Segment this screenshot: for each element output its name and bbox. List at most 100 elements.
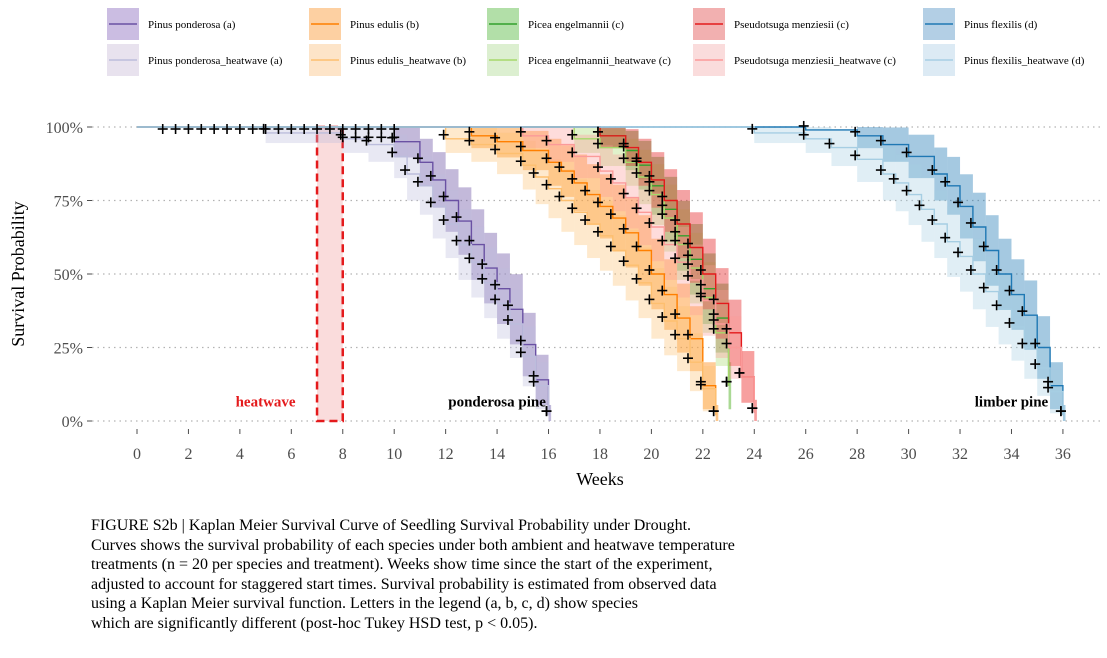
censor-mark — [657, 312, 668, 323]
censor-mark — [682, 250, 693, 261]
censor-mark — [541, 179, 552, 190]
censor-mark — [657, 200, 668, 211]
censor-mark — [682, 238, 693, 249]
censor-mark — [670, 226, 681, 237]
censor-mark — [695, 379, 706, 390]
annotation-label: limber pine — [975, 394, 1049, 410]
censor-mark — [631, 153, 642, 164]
censor-mark — [464, 253, 475, 264]
censor-mark — [490, 279, 501, 290]
x-tick-label: 10 — [386, 446, 402, 463]
censor-mark — [438, 191, 449, 202]
band-segment — [471, 127, 498, 149]
band-segment — [715, 404, 719, 421]
x-tick-label: 32 — [952, 446, 968, 463]
censor-mark — [515, 141, 526, 152]
x-tick-label: 14 — [489, 446, 505, 463]
censor-mark — [618, 153, 629, 164]
censor-mark — [798, 120, 809, 131]
band-segment — [754, 399, 757, 421]
censor-mark — [541, 153, 552, 164]
censor-marks — [157, 120, 1066, 417]
censor-mark — [991, 300, 1002, 311]
annotation-label: ponderosa pine — [448, 394, 546, 410]
censor-mark — [991, 265, 1002, 275]
censor-mark — [363, 132, 374, 143]
censor-mark — [1004, 285, 1015, 296]
caption-line: adjusted to account for staggered start … — [91, 575, 717, 593]
censor-mark — [734, 367, 745, 378]
survival-chart: Pinus ponderosa (a) Pinus edulis (b) Picea… — [8, 8, 1100, 489]
x-tick-label: 24 — [746, 446, 762, 463]
censor-mark — [464, 235, 475, 246]
censor-mark — [464, 135, 475, 146]
survival-line — [137, 126, 717, 416]
x-tick-label: 12 — [438, 446, 454, 463]
censor-mark — [515, 156, 526, 167]
censor-mark — [387, 147, 398, 158]
x-tick-label: 18 — [592, 446, 608, 463]
censor-mark — [451, 212, 462, 223]
censor-mark — [1030, 359, 1041, 370]
y-axis-title: Survival Probability — [8, 201, 28, 347]
censor-mark — [464, 126, 475, 137]
censor-mark — [1055, 406, 1066, 417]
censor-mark — [927, 215, 938, 226]
censor-mark — [644, 217, 655, 228]
x-tick-label: 26 — [798, 446, 814, 463]
censor-mark — [157, 124, 168, 134]
censor-mark — [337, 132, 348, 143]
censor-mark — [592, 162, 603, 173]
censor-mark — [927, 165, 938, 176]
censor-mark — [721, 323, 732, 334]
legend-label: Pinus flexilis_heatwave (d) — [964, 55, 1085, 67]
censor-mark — [247, 124, 258, 134]
censor-mark — [541, 135, 552, 146]
x-tick-label: 16 — [541, 446, 557, 463]
censor-mark — [657, 209, 668, 220]
censor-mark — [286, 124, 297, 134]
censor-mark — [567, 173, 578, 184]
censor-mark — [721, 376, 732, 387]
censor-mark — [708, 294, 719, 305]
censor-mark — [631, 273, 642, 284]
censor-mark — [502, 314, 513, 325]
censor-mark — [183, 124, 194, 134]
censor-mark — [644, 185, 655, 196]
censor-mark — [875, 135, 886, 146]
x-tick-label: 8 — [339, 446, 347, 463]
censor-mark — [901, 185, 912, 196]
censor-mark — [670, 235, 681, 246]
censor-mark — [657, 191, 668, 202]
censor-mark — [965, 265, 976, 275]
censor-mark — [708, 323, 719, 334]
censor-mark — [605, 209, 616, 220]
censor-mark — [978, 282, 989, 293]
legend-item: Pinus edulis_heatwave (b) — [309, 44, 466, 76]
band-segment — [805, 127, 832, 153]
censor-mark — [209, 124, 220, 134]
censor-mark — [222, 124, 233, 134]
legend-label: Pinus edulis (b) — [350, 19, 419, 31]
censor-mark — [657, 235, 668, 246]
band-segment — [857, 127, 883, 149]
legend-label: Pinus edulis_heatwave (b) — [350, 55, 466, 67]
censor-mark — [965, 217, 976, 228]
censor-mark — [978, 241, 989, 252]
censor-mark — [324, 124, 335, 134]
censor-mark — [490, 132, 501, 143]
survival-line — [137, 126, 755, 413]
censor-mark — [914, 200, 925, 211]
censor-mark — [695, 265, 706, 275]
censor-mark — [888, 173, 899, 184]
censor-mark — [592, 197, 603, 208]
legend-item: Pseudotsuga menziesii (c) — [693, 8, 849, 40]
legend-label: Pinus flexilis (d) — [964, 19, 1038, 31]
caption-line: which are significantly different (post-… — [91, 614, 538, 632]
band-segment — [1062, 404, 1066, 421]
censor-mark — [438, 129, 449, 140]
censor-mark — [528, 376, 539, 387]
censor-mark — [260, 124, 271, 134]
censor-mark — [644, 170, 655, 181]
censor-mark — [438, 215, 449, 226]
